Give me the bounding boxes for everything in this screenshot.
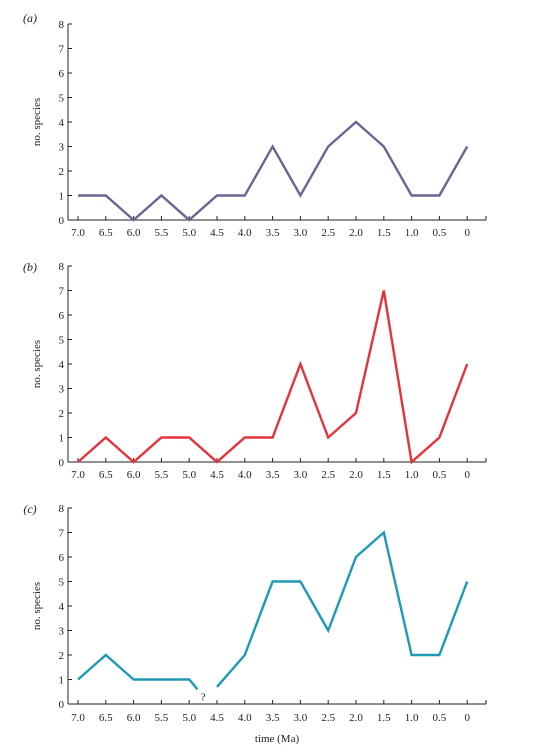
x-tick-label: 1.5 bbox=[377, 227, 391, 239]
x-tick-label: 3.5 bbox=[266, 469, 280, 481]
y-tick-label: 7 bbox=[59, 286, 65, 298]
x-tick-label: 4.5 bbox=[210, 469, 224, 481]
x-tick-label: 4.0 bbox=[238, 712, 252, 724]
x-tick-label: 7.0 bbox=[71, 469, 85, 481]
y-tick-label: 4 bbox=[59, 601, 65, 613]
y-tick-label: 2 bbox=[59, 650, 65, 662]
x-tick-label: 1.5 bbox=[377, 712, 391, 724]
y-tick-label: 2 bbox=[59, 166, 65, 178]
x-tick-label: 5.0 bbox=[182, 227, 196, 239]
x-tick-label: 5.5 bbox=[155, 227, 169, 239]
x-tick-label: 3.0 bbox=[294, 712, 308, 724]
x-tick-label: 5.5 bbox=[155, 469, 169, 481]
x-tick-label: 7.0 bbox=[71, 712, 85, 724]
x-tick-label: 5.0 bbox=[182, 469, 196, 481]
x-tick-label: 2.5 bbox=[321, 469, 335, 481]
y-tick-label: 5 bbox=[59, 335, 65, 347]
x-tick-label: 7.0 bbox=[71, 227, 85, 239]
y-tick-label: 8 bbox=[59, 261, 65, 273]
panel-label: (a) bbox=[23, 11, 37, 25]
x-tick-label: 4.5 bbox=[210, 712, 224, 724]
y-tick-label: 3 bbox=[59, 142, 65, 154]
y-tick-label: 7 bbox=[59, 44, 65, 56]
x-tick-label: 6.0 bbox=[127, 469, 141, 481]
x-tick-label: 3.5 bbox=[266, 227, 280, 239]
y-tick-label: 8 bbox=[59, 503, 65, 515]
y-tick-label: 6 bbox=[59, 68, 65, 80]
y-tick-label: 8 bbox=[59, 19, 65, 31]
y-axis-title: no. species bbox=[31, 98, 43, 146]
x-tick-label: 6.5 bbox=[99, 227, 113, 239]
x-tick-label: 1.0 bbox=[405, 712, 419, 724]
x-tick-label: 0.5 bbox=[433, 469, 447, 481]
series-line bbox=[78, 120, 469, 222]
x-tick-label: 0.5 bbox=[433, 712, 447, 724]
x-axis-title: time (Ma) bbox=[255, 733, 300, 745]
y-tick-label: 0 bbox=[59, 215, 65, 227]
x-tick-label: 3.0 bbox=[294, 469, 308, 481]
y-axis-title: no. species bbox=[31, 340, 43, 388]
x-tick-label: 0 bbox=[464, 712, 470, 724]
x-tick-label: 2.5 bbox=[321, 227, 335, 239]
y-tick-label: 4 bbox=[59, 117, 65, 129]
y-tick-label: 3 bbox=[59, 626, 65, 638]
x-tick-label: 2.0 bbox=[349, 469, 363, 481]
x-tick-label: 5.5 bbox=[155, 712, 169, 724]
series-line bbox=[77, 290, 469, 465]
x-tick-label: 1.5 bbox=[377, 469, 391, 481]
series-line bbox=[77, 653, 199, 691]
y-axis-title: no. species bbox=[31, 582, 43, 630]
series-line bbox=[216, 530, 469, 688]
x-tick-label: 1.0 bbox=[405, 469, 419, 481]
x-tick-label: 3.5 bbox=[266, 712, 280, 724]
x-tick-label: 6.5 bbox=[99, 712, 113, 724]
x-tick-label: 4.5 bbox=[210, 227, 224, 239]
y-tick-label: 1 bbox=[59, 191, 65, 203]
x-tick-label: 0 bbox=[464, 469, 470, 481]
y-tick-label: 7 bbox=[59, 528, 65, 540]
x-tick-label: 5.0 bbox=[182, 712, 196, 724]
x-tick-label: 6.0 bbox=[127, 712, 141, 724]
panel-label: (b) bbox=[23, 260, 37, 274]
x-tick-label: 2.0 bbox=[349, 227, 363, 239]
x-tick-label: 6.5 bbox=[99, 469, 113, 481]
y-tick-label: 6 bbox=[59, 552, 65, 564]
x-tick-label: 2.5 bbox=[321, 712, 335, 724]
y-tick-label: 2 bbox=[59, 408, 65, 420]
y-tick-label: 1 bbox=[59, 433, 65, 445]
gap-annotation: ? bbox=[201, 691, 206, 703]
y-tick-label: 0 bbox=[59, 457, 65, 469]
x-tick-label: 6.0 bbox=[127, 227, 141, 239]
y-tick-label: 3 bbox=[59, 384, 65, 396]
y-tick-label: 4 bbox=[59, 359, 65, 371]
x-tick-label: 3.0 bbox=[294, 227, 308, 239]
x-tick-label: 1.0 bbox=[405, 227, 419, 239]
x-tick-label: 0.5 bbox=[433, 227, 447, 239]
x-tick-label: 0 bbox=[464, 227, 470, 239]
x-tick-label: 4.0 bbox=[238, 227, 252, 239]
x-tick-label: 4.0 bbox=[238, 469, 252, 481]
panel-label: (c) bbox=[23, 502, 36, 516]
y-tick-label: 5 bbox=[59, 577, 65, 589]
y-tick-label: 5 bbox=[59, 93, 65, 105]
x-tick-label: 2.0 bbox=[349, 712, 363, 724]
y-tick-label: 6 bbox=[59, 310, 65, 322]
y-tick-label: 0 bbox=[59, 699, 65, 711]
y-tick-label: 1 bbox=[59, 675, 65, 687]
